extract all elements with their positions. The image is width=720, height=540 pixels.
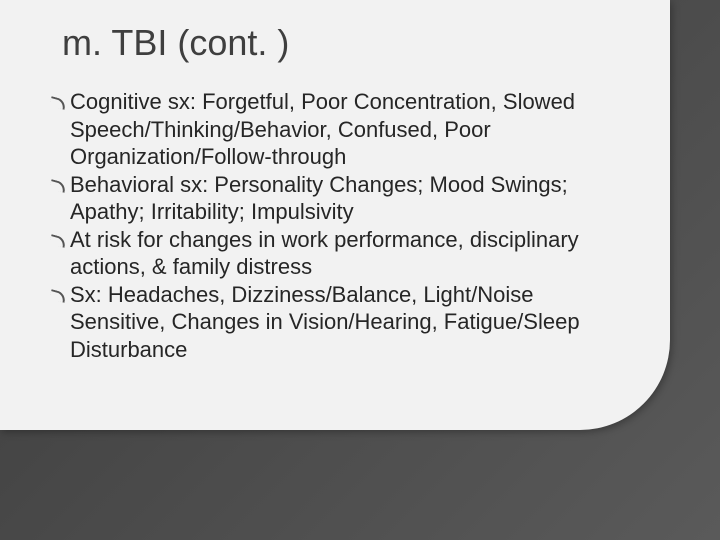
bullet-item: Cognitive sx: Forgetful, Poor Concentrat… — [50, 88, 630, 171]
bullet-item: At risk for changes in work performance,… — [50, 226, 630, 281]
bullet-item: Behavioral sx: Personality Changes; Mood… — [50, 171, 630, 226]
bullet-lead: Cognitive sx: — [70, 89, 196, 114]
bullet-rest: for changes in work performance, discipl… — [70, 227, 579, 280]
bullet-lead: Sx: — [70, 282, 102, 307]
bullet-item: Sx: Headaches, Dizziness/Balance, Light/… — [50, 281, 630, 364]
bullet-lead: Behavioral sx: — [70, 172, 208, 197]
bullet-list: Cognitive sx: Forgetful, Poor Concentrat… — [50, 88, 630, 363]
slide-title: m. TBI (cont. ) — [62, 22, 630, 64]
bullet-rest: Headaches, Dizziness/Balance, Light/Nois… — [70, 282, 580, 362]
content-panel: m. TBI (cont. ) Cognitive sx: Forgetful,… — [0, 0, 670, 430]
bullet-lead: At risk — [70, 227, 131, 252]
